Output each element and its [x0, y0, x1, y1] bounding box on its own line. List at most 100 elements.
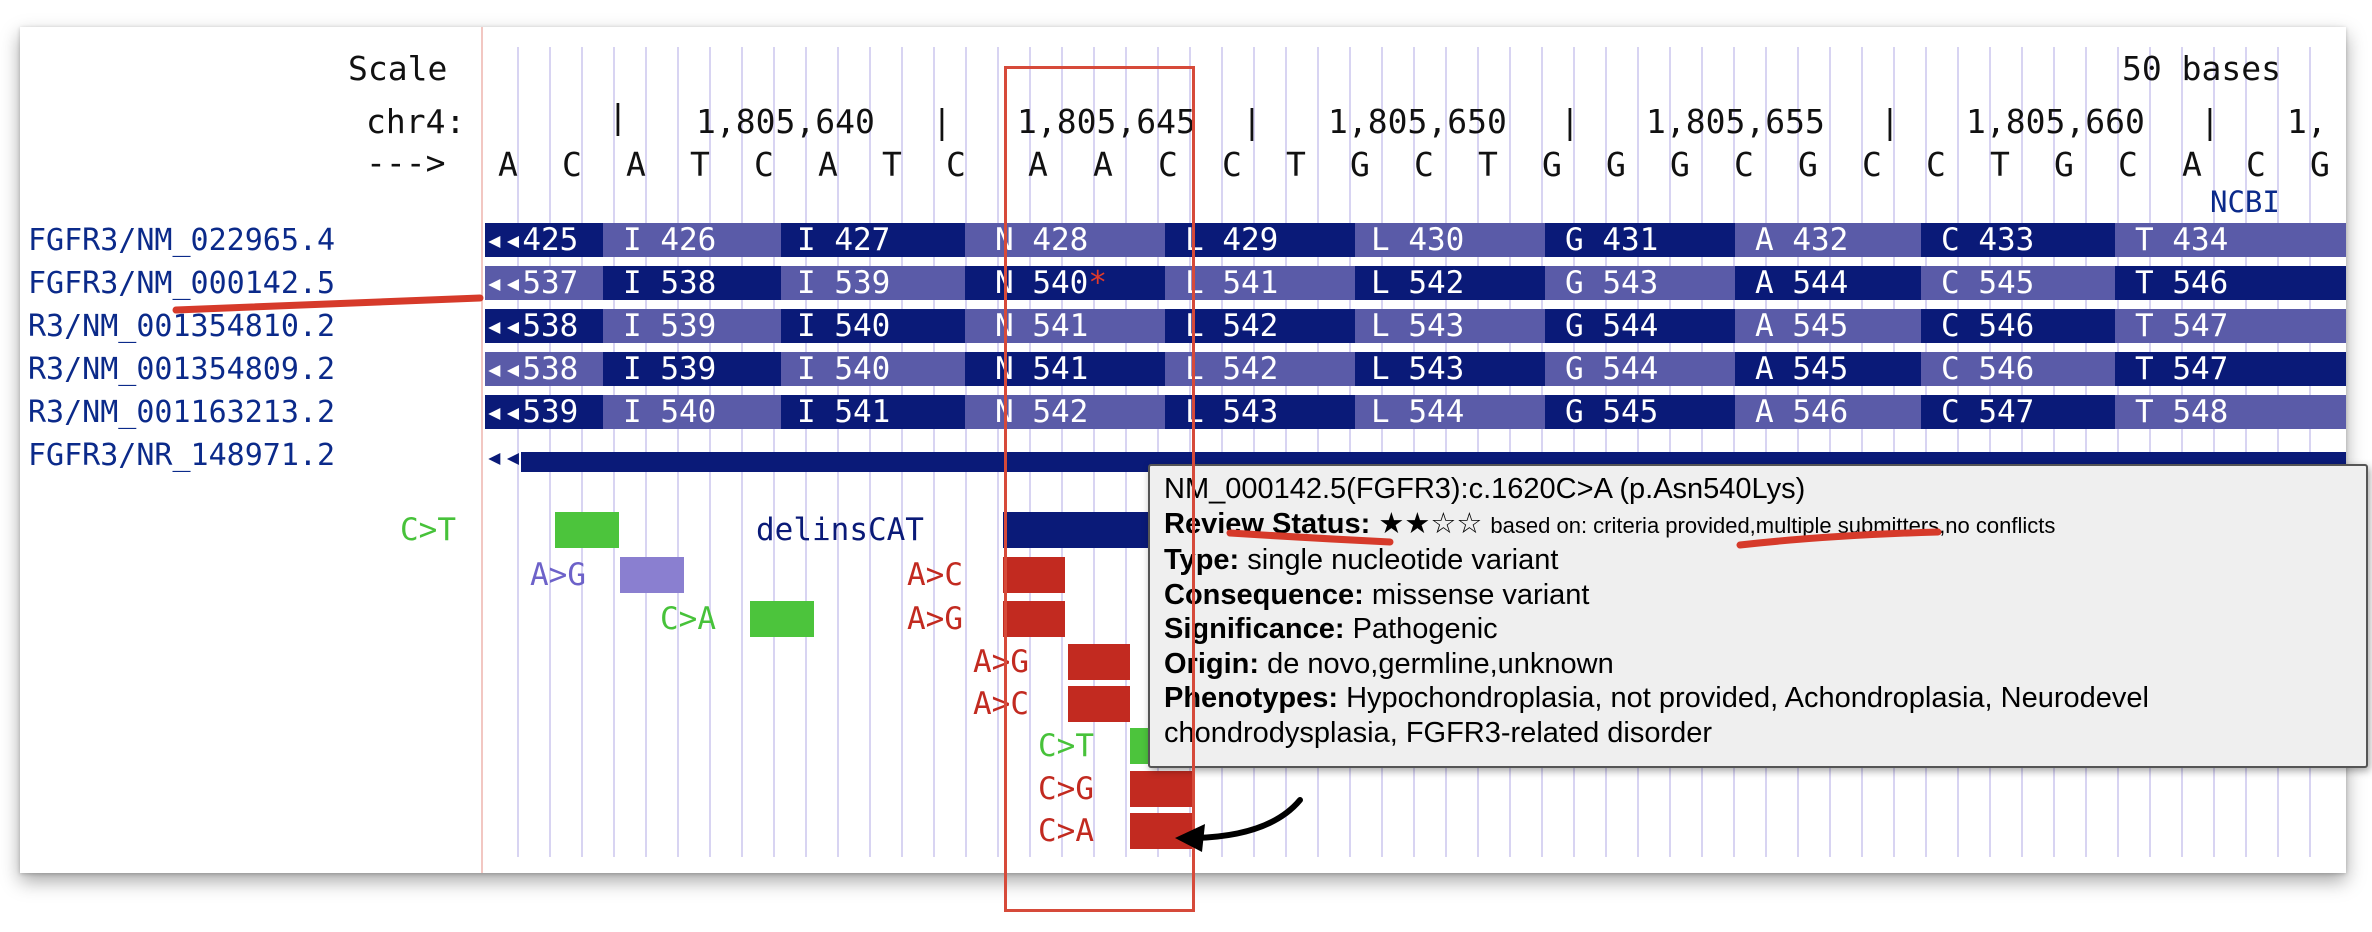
- base: G: [1670, 145, 1690, 184]
- codon-cell: G 431: [1545, 223, 1735, 257]
- transcript-track[interactable]: ◂◂538 I 539 I 540 N 541 L 542 L 543 G 54…: [485, 352, 2346, 386]
- codon-cell: I 539: [603, 309, 781, 343]
- position-1805660: 1,805,660: [1966, 102, 2145, 141]
- transcript-track[interactable]: ◂◂538 I 539 I 540 N 541 L 542 L 543 G 54…: [485, 309, 2346, 343]
- base: G: [1350, 145, 1370, 184]
- codon-cell: I 539: [781, 266, 965, 300]
- label-separator: [481, 27, 483, 873]
- codon-cell: N 541: [965, 309, 1165, 343]
- base: T: [1990, 145, 2010, 184]
- reverse-arrow-icon: ◂◂: [485, 222, 523, 258]
- codon-cell: L 430: [1355, 223, 1545, 257]
- base: T: [1478, 145, 1498, 184]
- variant-bar-benign[interactable]: [750, 601, 814, 637]
- track-label-nm-022965[interactable]: FGFR3/NM_022965.4: [28, 223, 336, 258]
- track-label-nm-001354810[interactable]: R3/NM_001354810.2: [28, 309, 336, 344]
- variant-tooltip: NM_000142.5(FGFR3):c.1620C>A (p.Asn540Ly…: [1148, 464, 2368, 768]
- variant-label-a-c[interactable]: A>C: [973, 686, 1029, 722]
- codon-cell: L 543: [1355, 309, 1545, 343]
- codon-cell: A 432: [1735, 223, 1921, 257]
- codon-cell: L 543: [1165, 395, 1355, 429]
- ncbi-label[interactable]: NCBI: [2210, 185, 2280, 219]
- base: A: [626, 145, 646, 184]
- codon-cell: I 426: [603, 223, 781, 257]
- variant-label-c-t[interactable]: C>T: [400, 512, 456, 548]
- variant-bar-delins[interactable]: [1003, 512, 1168, 548]
- tooltip-phenotypes-continued: chondrodysplasia, FGFR3-related disorder: [1164, 716, 1713, 749]
- codon-cell: C 547: [1921, 395, 2115, 429]
- codon-cell: T 434: [2115, 223, 2346, 257]
- codon-cell: ◂◂425: [485, 223, 603, 257]
- transcript-track[interactable]: ◂◂537 I 538 I 539 N 540* L 541 L 542 G 5…: [485, 266, 2346, 300]
- tooltip-review-row: Review Status: ★★☆☆ based on: criteria p…: [1164, 507, 2352, 544]
- tooltip-origin-row: Origin: de novo,germline,unknown: [1164, 647, 1614, 680]
- codon-cell: I 541: [781, 395, 965, 429]
- variant-label-delins[interactable]: delinsCAT: [756, 512, 924, 548]
- position-partial: 1,: [2287, 102, 2327, 141]
- variant-bar-benign[interactable]: [555, 512, 619, 548]
- codon-cell: A 546: [1735, 395, 1921, 429]
- variant-label-c-g[interactable]: C>G: [1038, 771, 1094, 807]
- variant-bar-pathogenic[interactable]: [1068, 644, 1130, 680]
- base: A: [498, 145, 518, 184]
- base: T: [1286, 145, 1306, 184]
- curved-arrow: [1192, 797, 1303, 841]
- base: C: [1734, 145, 1754, 184]
- base: C: [1158, 145, 1178, 184]
- variant-bar-pathogenic[interactable]: [1003, 601, 1065, 637]
- position-1805655: 1,805,655: [1646, 102, 1825, 141]
- variant-bar-pathogenic[interactable]: [1130, 771, 1192, 807]
- codon-cell: C 433: [1921, 223, 2115, 257]
- variant-bar-pathogenic[interactable]: [1003, 557, 1065, 593]
- tooltip-title: NM_000142.5(FGFR3):c.1620C>A (p.Asn540Ly…: [1164, 473, 1806, 505]
- codon-cell: ◂◂538: [485, 352, 603, 386]
- variant-label-a-g[interactable]: A>G: [907, 601, 963, 637]
- variant-bar-uncertain[interactable]: [620, 557, 684, 593]
- base: A: [2182, 145, 2202, 184]
- variant-bar-pathogenic-selected[interactable]: [1130, 813, 1192, 849]
- codon-cell: I 427: [781, 223, 965, 257]
- codon-cell: T 547: [2115, 352, 2346, 386]
- reverse-arrow-icon: ◂◂: [485, 439, 523, 475]
- variant-label-c-t[interactable]: C>T: [1038, 728, 1094, 764]
- variant-label-c-a[interactable]: C>A: [660, 601, 716, 637]
- track-label-nm-000142[interactable]: FGFR3/NM_000142.5: [28, 266, 336, 301]
- position-tick: |: [932, 102, 952, 141]
- codon-cell: ◂◂538: [485, 309, 603, 343]
- base: C: [1222, 145, 1242, 184]
- underline-annotation: [1226, 529, 1394, 546]
- variant-label-a-g[interactable]: A>G: [530, 557, 586, 593]
- codon-cell: N 540*: [965, 266, 1165, 300]
- variant-label-c-a[interactable]: C>A: [1038, 813, 1094, 849]
- base: T: [882, 145, 902, 184]
- position-1805645: 1,805,645: [1017, 102, 1196, 141]
- codon-cell: L 544: [1355, 395, 1545, 429]
- codon-cell: G 545: [1545, 395, 1735, 429]
- codon-cell: I 538: [603, 266, 781, 300]
- base: C: [946, 145, 966, 184]
- base: G: [1606, 145, 1626, 184]
- position-tick: |: [608, 97, 628, 136]
- base: C: [1862, 145, 1882, 184]
- codon-cell: C 545: [1921, 266, 2115, 300]
- base: G: [1798, 145, 1818, 184]
- variant-label-a-c[interactable]: A>C: [907, 557, 963, 593]
- tooltip-review-detail: based on: criteria provided,multiple sub…: [1490, 512, 2056, 538]
- codon-cell: I 539: [603, 352, 781, 386]
- base: G: [2054, 145, 2074, 184]
- track-label-nm-001163213[interactable]: R3/NM_001163213.2: [28, 395, 336, 430]
- base: C: [1414, 145, 1434, 184]
- variant-label-a-g[interactable]: A>G: [973, 644, 1029, 680]
- highlight-box: [1004, 66, 1195, 912]
- variant-bar-pathogenic[interactable]: [1068, 686, 1130, 722]
- base: C: [2118, 145, 2138, 184]
- transcript-track[interactable]: ◂◂425 I 426 I 427 N 428 L 429 L 430 G 43…: [485, 223, 2346, 257]
- codon-cell: C 546: [1921, 352, 2115, 386]
- strand-label[interactable]: --->: [366, 143, 446, 182]
- transcript-track[interactable]: ◂◂539 I 540 I 541 N 542 L 543 L 544 G 54…: [485, 395, 2346, 429]
- track-label-nr-148971[interactable]: FGFR3/NR_148971.2: [28, 438, 336, 473]
- track-label-nm-001354809[interactable]: R3/NM_001354809.2: [28, 352, 336, 387]
- base: T: [690, 145, 710, 184]
- position-1805640: 1,805,640: [696, 102, 875, 141]
- scale-value: 50 bases: [2122, 49, 2281, 88]
